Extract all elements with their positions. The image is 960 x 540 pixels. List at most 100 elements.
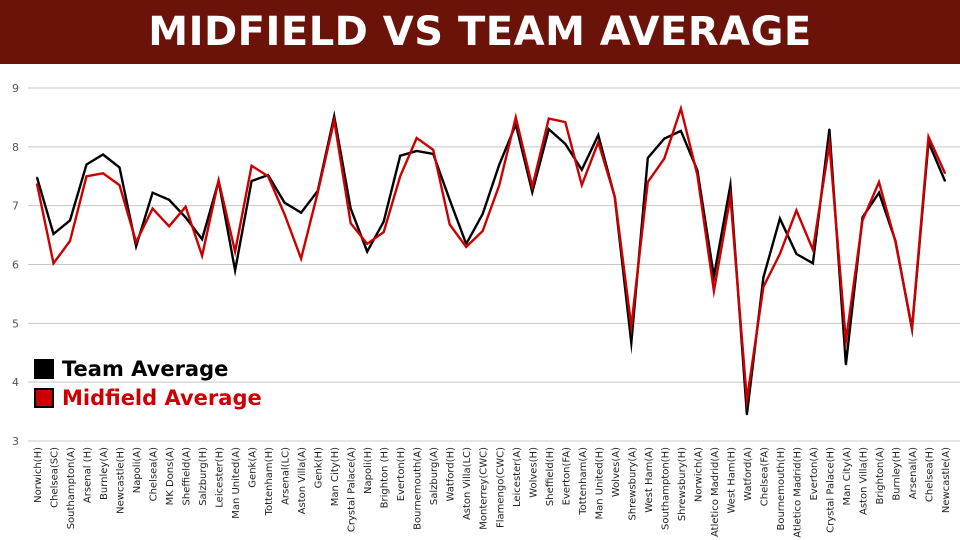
data-point (151, 207, 154, 210)
data-point (415, 150, 418, 152)
data-point (168, 198, 170, 201)
data-point (514, 116, 517, 119)
x-tick-label: Monterrey(CWC) (479, 447, 490, 530)
legend-label-midfield: Midfield Average (62, 385, 262, 410)
legend-item-team: Team Average (34, 354, 262, 383)
data-point (366, 250, 368, 253)
x-tick-label: Salzburg(H) (198, 447, 209, 506)
x-tick-label: Bournemouth(A) (413, 447, 424, 530)
data-point (828, 143, 831, 145)
x-tick-label: Everton(H) (396, 447, 407, 501)
x-tick-label: Leicester(A) (512, 447, 523, 507)
x-tick-label: Crystal Palace(H) (825, 447, 836, 533)
data-point (531, 186, 534, 188)
data-point (597, 141, 600, 143)
x-tick-label: Sheffield(H) (545, 447, 556, 506)
data-point (349, 207, 352, 210)
x-tick-label: Atletico Madrid(A) (710, 447, 721, 537)
data-point (399, 175, 402, 178)
x-tick-label: Man United(A) (231, 447, 242, 519)
data-point (52, 233, 55, 235)
x-tick-label: West Ham(A) (644, 447, 655, 513)
data-point (845, 340, 847, 342)
x-tick-label: Bournemouth(H) (776, 447, 787, 531)
x-tick-label: Everton(FA) (561, 447, 572, 505)
y-tick-label: 3 (12, 435, 19, 448)
chart-legend: Team Average Midfield Average (34, 354, 262, 412)
data-point (250, 164, 253, 167)
data-point (779, 217, 781, 220)
data-point (85, 163, 88, 166)
x-tick-label: Tottenham(A) (578, 447, 589, 516)
data-point (581, 168, 583, 171)
y-tick-label: 4 (12, 376, 19, 389)
data-point (118, 166, 121, 169)
data-point (547, 117, 550, 120)
data-point (630, 325, 633, 328)
legend-swatch-midfield (34, 387, 54, 408)
data-point (564, 121, 567, 123)
data-point (168, 225, 170, 228)
y-tick-label: 8 (12, 141, 19, 154)
data-point (927, 136, 930, 138)
x-tick-label: Arsenal(LC) (281, 447, 292, 505)
y-tick-label: 5 (12, 317, 19, 330)
data-point (762, 276, 765, 279)
series-line-team (35, 110, 947, 415)
x-tick-label: Crystal Palace(A) (347, 447, 358, 532)
data-point (151, 191, 154, 194)
x-tick-label: Genk(H) (314, 447, 325, 488)
data-point (779, 253, 781, 255)
x-tick-label: Chelsea(A) (149, 447, 160, 501)
data-point (878, 181, 880, 183)
data-point (729, 184, 732, 186)
x-tick-label: Napoli(A) (132, 447, 143, 493)
data-point (349, 222, 352, 225)
data-point (680, 107, 682, 110)
y-tick-label: 7 (12, 200, 19, 213)
data-point (184, 206, 187, 208)
data-point (729, 196, 732, 198)
data-point (135, 245, 137, 248)
x-tick-label: Everton(A) (809, 447, 820, 501)
x-tick-label: Man United(H) (594, 447, 605, 520)
data-point (201, 254, 203, 257)
x-tick-label: MK Dons(A) (165, 447, 176, 505)
data-point (36, 183, 38, 185)
data-point (36, 176, 38, 179)
x-tick-label: Newcastle(A) (941, 447, 952, 513)
legend-label-team: Team Average (62, 356, 229, 381)
x-tick-label: Flamengo(CWC) (495, 447, 506, 528)
data-point (828, 128, 831, 130)
data-point (448, 198, 451, 201)
data-point (250, 180, 253, 182)
data-point (894, 241, 897, 243)
data-point (564, 143, 567, 145)
data-point (713, 290, 715, 292)
data-point (647, 157, 649, 159)
data-point (69, 240, 71, 242)
data-point (135, 241, 137, 243)
data-point (861, 219, 864, 222)
data-point (531, 191, 534, 193)
data-point (102, 172, 104, 175)
x-tick-label: Atletico Madrid(H) (792, 447, 803, 538)
data-point (812, 262, 814, 265)
data-point (498, 163, 501, 166)
x-tick-label: Wolves(A) (611, 447, 622, 497)
x-tick-label: West Ham(H) (726, 447, 737, 514)
x-tick-label: Genk(A) (248, 447, 259, 488)
data-point (366, 243, 368, 245)
legend-swatch-team (34, 358, 54, 379)
data-point (845, 363, 847, 366)
x-tick-label: Man City(A) (842, 447, 853, 506)
data-point (944, 180, 946, 182)
data-point (911, 327, 913, 329)
data-point (795, 209, 798, 212)
data-point (481, 213, 484, 215)
data-point (382, 220, 385, 223)
data-point (267, 175, 269, 178)
data-point (234, 269, 236, 272)
title-banner: MIDFIELD VS TEAM AVERAGE (0, 0, 960, 64)
data-point (746, 399, 748, 401)
